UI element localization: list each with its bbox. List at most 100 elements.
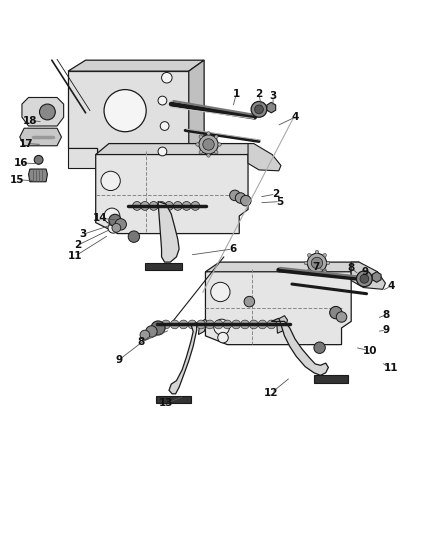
Text: 8: 8 — [138, 337, 145, 347]
Circle shape — [229, 190, 240, 200]
Circle shape — [322, 254, 326, 257]
Polygon shape — [20, 128, 61, 146]
Polygon shape — [155, 396, 191, 403]
Circle shape — [210, 282, 230, 302]
Circle shape — [307, 253, 326, 273]
Text: 8: 8 — [382, 310, 389, 320]
Circle shape — [244, 296, 254, 307]
Text: 11: 11 — [67, 252, 82, 261]
Polygon shape — [22, 98, 64, 126]
Text: 2: 2 — [74, 240, 81, 251]
Circle shape — [214, 150, 218, 154]
Circle shape — [235, 193, 245, 203]
Text: 5: 5 — [276, 197, 283, 206]
Circle shape — [314, 251, 318, 254]
Circle shape — [251, 101, 266, 117]
Circle shape — [336, 312, 346, 322]
Circle shape — [170, 320, 179, 329]
Polygon shape — [313, 375, 347, 383]
Circle shape — [214, 135, 218, 139]
Text: 10: 10 — [361, 346, 376, 356]
Polygon shape — [266, 102, 275, 113]
Text: 9: 9 — [382, 325, 389, 335]
Text: 9: 9 — [116, 354, 123, 365]
Polygon shape — [173, 122, 186, 131]
Circle shape — [108, 223, 118, 233]
Circle shape — [109, 214, 121, 227]
Polygon shape — [28, 169, 47, 182]
Circle shape — [149, 201, 158, 211]
Circle shape — [104, 208, 120, 224]
Circle shape — [140, 330, 149, 340]
Circle shape — [198, 135, 218, 154]
Circle shape — [158, 147, 166, 156]
Text: 18: 18 — [22, 116, 37, 126]
Text: 3: 3 — [269, 91, 276, 101]
Circle shape — [217, 143, 221, 146]
Text: 2: 2 — [272, 189, 279, 199]
Polygon shape — [271, 318, 328, 375]
Text: 2: 2 — [255, 90, 262, 100]
Polygon shape — [36, 156, 41, 164]
Circle shape — [34, 156, 43, 164]
Circle shape — [240, 320, 249, 329]
Circle shape — [322, 269, 326, 272]
Circle shape — [157, 201, 166, 211]
Circle shape — [198, 135, 202, 139]
Polygon shape — [247, 143, 280, 171]
Polygon shape — [145, 263, 182, 270]
Polygon shape — [95, 151, 247, 233]
Circle shape — [231, 320, 240, 329]
Text: 6: 6 — [229, 244, 236, 254]
Text: 4: 4 — [291, 112, 298, 122]
Polygon shape — [371, 272, 380, 282]
Circle shape — [128, 231, 139, 243]
Text: 3: 3 — [79, 229, 86, 239]
Polygon shape — [95, 143, 253, 155]
Polygon shape — [68, 148, 96, 168]
Circle shape — [304, 261, 307, 265]
Polygon shape — [158, 201, 179, 262]
Circle shape — [187, 320, 196, 329]
Circle shape — [329, 306, 341, 319]
Polygon shape — [205, 269, 350, 345]
Text: 4: 4 — [386, 281, 393, 291]
Polygon shape — [68, 71, 188, 168]
Polygon shape — [205, 262, 358, 272]
Circle shape — [266, 320, 275, 329]
Circle shape — [161, 72, 172, 83]
Text: 1: 1 — [232, 90, 239, 100]
Circle shape — [158, 96, 166, 105]
Circle shape — [179, 320, 187, 329]
Circle shape — [164, 201, 173, 211]
Circle shape — [254, 105, 263, 114]
Circle shape — [307, 269, 310, 272]
Text: 17: 17 — [19, 139, 34, 149]
Circle shape — [101, 171, 120, 191]
Text: 14: 14 — [92, 213, 107, 223]
Circle shape — [191, 201, 199, 211]
Text: 13: 13 — [158, 399, 173, 408]
Polygon shape — [188, 60, 204, 152]
Circle shape — [311, 257, 322, 269]
Circle shape — [356, 271, 371, 287]
Circle shape — [206, 154, 210, 157]
Polygon shape — [169, 322, 196, 394]
Circle shape — [325, 261, 329, 265]
Circle shape — [314, 272, 318, 276]
Circle shape — [205, 320, 214, 329]
Circle shape — [240, 196, 251, 206]
Circle shape — [140, 201, 149, 211]
Circle shape — [214, 320, 223, 329]
Circle shape — [182, 201, 191, 211]
Circle shape — [196, 320, 205, 329]
Circle shape — [249, 320, 258, 329]
Circle shape — [195, 143, 199, 146]
Circle shape — [202, 139, 214, 150]
Polygon shape — [198, 319, 207, 335]
Polygon shape — [68, 60, 204, 71]
Circle shape — [206, 132, 210, 135]
Text: 9: 9 — [361, 267, 368, 277]
Circle shape — [104, 90, 146, 132]
Circle shape — [198, 150, 202, 154]
